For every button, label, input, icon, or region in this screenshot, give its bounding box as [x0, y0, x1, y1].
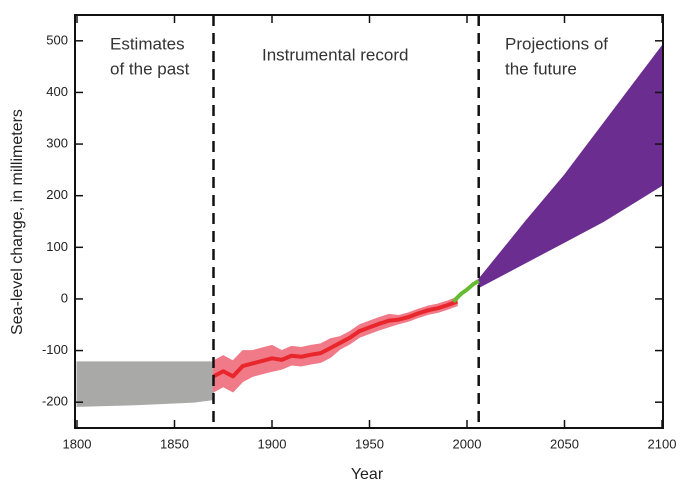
annotation: the future	[505, 59, 577, 78]
y-axis-title: Sea-level change, in millimeters	[9, 109, 26, 335]
y-tick-label: 0	[61, 290, 68, 305]
y-tick-label: 100	[46, 239, 68, 254]
x-tick-label: 1800	[63, 436, 92, 451]
x-tick-label: 2100	[648, 436, 677, 451]
band	[478, 44, 663, 289]
y-tick-label: 300	[46, 136, 68, 151]
line	[212, 299, 458, 379]
annotation: Estimates	[110, 34, 185, 53]
y-tick-label: -200	[42, 394, 68, 409]
x-tick-label: 1950	[355, 436, 384, 451]
x-tick-label: 2000	[453, 436, 482, 451]
annotation: Instrumental record	[262, 45, 408, 64]
line	[451, 279, 480, 303]
x-tick-label: 2050	[550, 436, 579, 451]
y-tick-label: -100	[42, 342, 68, 357]
y-tick-label: 500	[46, 32, 68, 47]
x-tick-label: 1900	[258, 436, 287, 451]
x-axis-title: Year	[351, 466, 384, 483]
band	[76, 361, 214, 407]
annotation: of the past	[110, 59, 190, 78]
y-tick-label: 200	[46, 187, 68, 202]
y-tick-label: 400	[46, 84, 68, 99]
annotation: Projections of	[505, 34, 608, 53]
x-tick-label: 1850	[160, 436, 189, 451]
